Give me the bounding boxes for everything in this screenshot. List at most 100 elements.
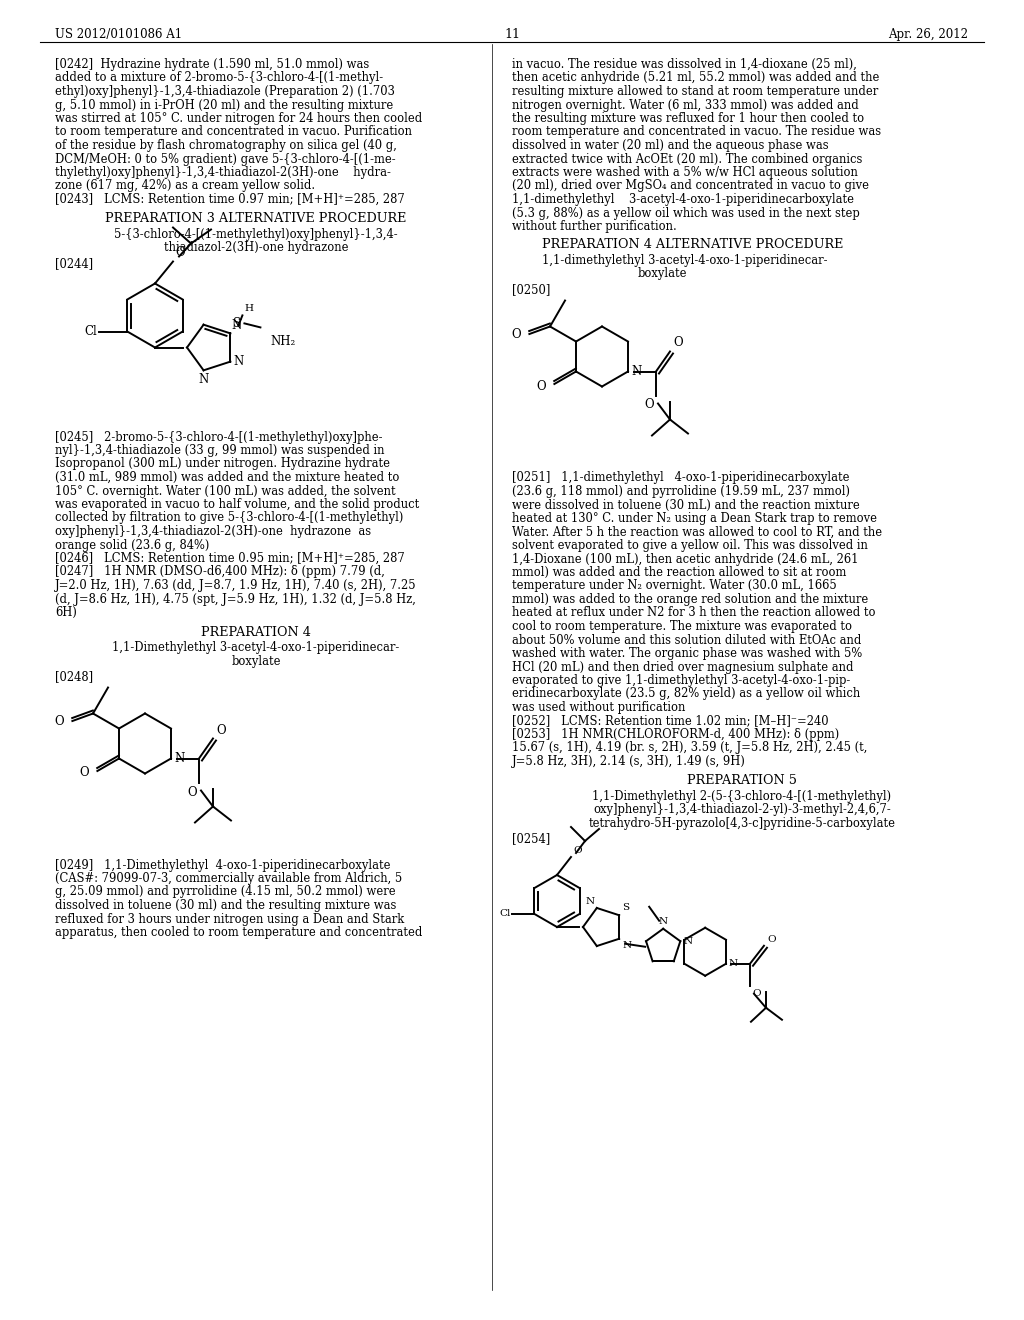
Text: PREPARATION 5: PREPARATION 5 [687,775,797,788]
Text: N: N [199,374,209,387]
Text: [0244]: [0244] [55,257,93,271]
Text: (31.0 mL, 989 mmol) was added and the mixture heated to: (31.0 mL, 989 mmol) was added and the mi… [55,471,399,484]
Text: [0242]  Hydrazine hydrate (1.590 ml, 51.0 mmol) was: [0242] Hydrazine hydrate (1.590 ml, 51.0… [55,58,370,71]
Text: Water. After 5 h the reaction was allowed to cool to RT, and the: Water. After 5 h the reaction was allowe… [512,525,882,539]
Text: thiadiazol-2(3H)-one hydrazone: thiadiazol-2(3H)-one hydrazone [164,242,348,255]
Text: S: S [233,317,242,330]
Text: US 2012/0101086 A1: US 2012/0101086 A1 [55,28,182,41]
Text: nitrogen overnight. Water (6 ml, 333 mmol) was added and: nitrogen overnight. Water (6 ml, 333 mmo… [512,99,859,111]
Text: cool to room temperature. The mixture was evaporated to: cool to room temperature. The mixture wa… [512,620,852,634]
Text: O: O [187,785,197,799]
Text: O: O [537,380,547,392]
Text: evaporated to give 1,1-dimethylethyl 3-acetyl-4-oxo-1-pip-: evaporated to give 1,1-dimethylethyl 3-a… [512,675,850,686]
Text: 15.67 (s, 1H), 4.19 (br. s, 2H), 3.59 (t, J=5.8 Hz, 2H), 2.45 (t,: 15.67 (s, 1H), 4.19 (br. s, 2H), 3.59 (t… [512,742,867,755]
Text: (CAS#: 79099-07-3, commercially available from Aldrich, 5: (CAS#: 79099-07-3, commercially availabl… [55,873,402,884]
Text: zone (617 mg, 42%) as a cream yellow solid.: zone (617 mg, 42%) as a cream yellow sol… [55,180,315,193]
Text: heated at 130° C. under N₂ using a Dean Stark trap to remove: heated at 130° C. under N₂ using a Dean … [512,512,877,525]
Text: without further purification.: without further purification. [512,220,677,234]
Text: N: N [174,752,184,766]
Text: oxy]phenyl}-1,3,4-thiadiazol-2(3H)-one  hydrazone  as: oxy]phenyl}-1,3,4-thiadiazol-2(3H)-one h… [55,525,371,539]
Text: dissolved in toluene (30 ml) and the resulting mixture was: dissolved in toluene (30 ml) and the res… [55,899,396,912]
Text: extracted twice with AcOEt (20 ml). The combined organics: extracted twice with AcOEt (20 ml). The … [512,153,862,165]
Text: J=2.0 Hz, 1H), 7.63 (dd, J=8.7, 1.9 Hz, 1H), 7.40 (s, 2H), 7.25: J=2.0 Hz, 1H), 7.63 (dd, J=8.7, 1.9 Hz, … [55,579,417,591]
Text: [0248]: [0248] [55,671,93,682]
Text: N: N [631,366,641,378]
Text: O: O [673,337,683,350]
Text: collected by filtration to give 5-{3-chloro-4-[(1-methylethyl): collected by filtration to give 5-{3-chl… [55,511,403,524]
Text: [0243]   LCMS: Retention time 0.97 min; [M+H]⁺=285, 287: [0243] LCMS: Retention time 0.97 min; [M… [55,193,404,206]
Text: g, 5.10 mmol) in i-PrOH (20 ml) and the resulting mixture: g, 5.10 mmol) in i-PrOH (20 ml) and the … [55,99,393,111]
Text: 1,4-Dioxane (100 mL), then acetic anhydride (24.6 mL, 261: 1,4-Dioxane (100 mL), then acetic anhydr… [512,553,858,565]
Text: (23.6 g, 118 mmol) and pyrrolidine (19.59 mL, 237 mmol): (23.6 g, 118 mmol) and pyrrolidine (19.5… [512,484,850,498]
Text: N: N [233,355,244,368]
Text: resulting mixture allowed to stand at room temperature under: resulting mixture allowed to stand at ro… [512,84,879,98]
Text: N: N [683,937,692,945]
Text: was used without purification: was used without purification [512,701,685,714]
Text: NH₂: NH₂ [270,335,296,348]
Text: boxylate: boxylate [231,655,281,668]
Text: 1,1-Dimethylethyl 3-acetyl-4-oxo-1-piperidinecar-: 1,1-Dimethylethyl 3-acetyl-4-oxo-1-piper… [113,642,399,653]
Text: Isopropanol (300 mL) under nitrogen. Hydrazine hydrate: Isopropanol (300 mL) under nitrogen. Hyd… [55,458,390,470]
Text: [0249]   1,1-Dimethylethyl  4-oxo-1-piperidinecarboxylate: [0249] 1,1-Dimethylethyl 4-oxo-1-piperid… [55,858,390,871]
Text: J=5.8 Hz, 3H), 2.14 (s, 3H), 1.49 (s, 9H): J=5.8 Hz, 3H), 2.14 (s, 3H), 1.49 (s, 9H… [512,755,745,768]
Text: [0251]   1,1-dimethylethyl   4-oxo-1-piperidinecarboxylate: [0251] 1,1-dimethylethyl 4-oxo-1-piperid… [512,471,850,484]
Text: 5-{3-chloro-4-[(1-methylethyl)oxy]phenyl}-1,3,4-: 5-{3-chloro-4-[(1-methylethyl)oxy]phenyl… [115,228,397,242]
Text: (20 ml), dried over MgSO₄ and concentrated in vacuo to give: (20 ml), dried over MgSO₄ and concentrat… [512,180,869,193]
Text: N: N [231,319,242,333]
Text: N: N [623,941,632,950]
Text: added to a mixture of 2-bromo-5-{3-chloro-4-[(1-methyl-: added to a mixture of 2-bromo-5-{3-chlor… [55,71,383,84]
Text: nyl}-1,3,4-thiadiazole (33 g, 99 mmol) was suspended in: nyl}-1,3,4-thiadiazole (33 g, 99 mmol) w… [55,444,384,457]
Text: Cl: Cl [85,325,97,338]
Text: [0250]: [0250] [512,282,550,296]
Text: O: O [80,767,89,780]
Text: [0247]   1H NMR (DMSO-d6,400 MHz): δ (ppm) 7.79 (d,: [0247] 1H NMR (DMSO-d6,400 MHz): δ (ppm)… [55,565,385,578]
Text: PREPARATION 4 ALTERNATIVE PROCEDURE: PREPARATION 4 ALTERNATIVE PROCEDURE [542,239,844,252]
Text: [0246]   LCMS: Retention time 0.95 min; [M+H]⁺=285, 287: [0246] LCMS: Retention time 0.95 min; [M… [55,552,404,565]
Text: O: O [175,247,184,260]
Text: g, 25.09 mmol) and pyrrolidine (4.15 ml, 50.2 mmol) were: g, 25.09 mmol) and pyrrolidine (4.15 ml,… [55,886,395,899]
Text: 6H): 6H) [55,606,77,619]
Text: the resulting mixture was refluxed for 1 hour then cooled to: the resulting mixture was refluxed for 1… [512,112,864,125]
Text: S: S [623,903,630,912]
Text: O: O [512,327,521,341]
Text: dissolved in water (20 ml) and the aqueous phase was: dissolved in water (20 ml) and the aqueo… [512,139,828,152]
Text: room temperature and concentrated in vacuo. The residue was: room temperature and concentrated in vac… [512,125,881,139]
Text: to room temperature and concentrated in vacuo. Purification: to room temperature and concentrated in … [55,125,412,139]
Text: N: N [586,898,595,906]
Text: temperature under N₂ overnight. Water (30.0 mL, 1665: temperature under N₂ overnight. Water (3… [512,579,837,593]
Text: about 50% volume and this solution diluted with EtOAc and: about 50% volume and this solution dilut… [512,634,861,647]
Text: of the residue by flash chromatography on silica gel (40 g,: of the residue by flash chromatography o… [55,139,397,152]
Text: 1,1-dimethylethyl    3-acetyl-4-oxo-1-piperidinecarboxylate: 1,1-dimethylethyl 3-acetyl-4-oxo-1-piper… [512,193,854,206]
Text: oxy]phenyl}-1,3,4-thiadiazol-2-yl)-3-methyl-2,4,6,7-: oxy]phenyl}-1,3,4-thiadiazol-2-yl)-3-met… [593,804,891,817]
Text: PREPARATION 3 ALTERNATIVE PROCEDURE: PREPARATION 3 ALTERNATIVE PROCEDURE [105,213,407,226]
Text: eridinecarboxylate (23.5 g, 82% yield) as a yellow oil which: eridinecarboxylate (23.5 g, 82% yield) a… [512,688,860,701]
Text: were dissolved in toluene (30 mL) and the reaction mixture: were dissolved in toluene (30 mL) and th… [512,499,860,511]
Text: thylethyl)oxy]phenyl}-1,3,4-thiadiazol-2(3H)-one    hydra-: thylethyl)oxy]phenyl}-1,3,4-thiadiazol-2… [55,166,391,180]
Text: apparatus, then cooled to room temperature and concentrated: apparatus, then cooled to room temperatu… [55,927,422,939]
Text: orange solid (23.6 g, 84%): orange solid (23.6 g, 84%) [55,539,209,552]
Text: extracts were washed with a 5% w/w HCl aqueous solution: extracts were washed with a 5% w/w HCl a… [512,166,858,180]
Text: 105° C. overnight. Water (100 mL) was added, the solvent: 105° C. overnight. Water (100 mL) was ad… [55,484,395,498]
Text: mmol) was added and the reaction allowed to sit at room: mmol) was added and the reaction allowed… [512,566,847,579]
Text: (d, J=8.6 Hz, 1H), 4.75 (spt, J=5.9 Hz, 1H), 1.32 (d, J=5.8 Hz,: (d, J=8.6 Hz, 1H), 4.75 (spt, J=5.9 Hz, … [55,593,416,606]
Text: 1,1-Dimethylethyl 2-(5-{3-chloro-4-[(1-methylethyl): 1,1-Dimethylethyl 2-(5-{3-chloro-4-[(1-m… [593,789,892,803]
Text: mmol) was added to the orange red solution and the mixture: mmol) was added to the orange red soluti… [512,593,868,606]
Text: refluxed for 3 hours under nitrogen using a Dean and Stark: refluxed for 3 hours under nitrogen usin… [55,912,404,925]
Text: heated at reflux under N2 for 3 h then the reaction allowed to: heated at reflux under N2 for 3 h then t… [512,606,876,619]
Text: O: O [644,399,654,412]
Text: tetrahydro-5H-pyrazolo[4,3-c]pyridine-5-carboxylate: tetrahydro-5H-pyrazolo[4,3-c]pyridine-5-… [589,817,896,830]
Text: O: O [573,846,582,855]
Text: [0245]   2-bromo-5-{3-chloro-4-[(1-methylethyl)oxy]phe-: [0245] 2-bromo-5-{3-chloro-4-[(1-methyle… [55,430,383,444]
Text: [0253]   1H NMR(CHLOROFORM-d, 400 MHz): δ (ppm): [0253] 1H NMR(CHLOROFORM-d, 400 MHz): δ … [512,729,840,741]
Text: O: O [216,723,225,737]
Text: 1,1-dimethylethyl 3-acetyl-4-oxo-1-piperidinecar-: 1,1-dimethylethyl 3-acetyl-4-oxo-1-piper… [542,253,827,267]
Text: was stirred at 105° C. under nitrogen for 24 hours then cooled: was stirred at 105° C. under nitrogen fo… [55,112,422,125]
Text: 11: 11 [504,28,520,41]
Text: washed with water. The organic phase was washed with 5%: washed with water. The organic phase was… [512,647,862,660]
Text: (5.3 g, 88%) as a yellow oil which was used in the next step: (5.3 g, 88%) as a yellow oil which was u… [512,206,860,219]
Text: N: N [729,960,738,969]
Text: [0252]   LCMS: Retention time 1.02 min; [M–H]⁻=240: [0252] LCMS: Retention time 1.02 min; [M… [512,714,828,727]
Text: DCM/MeOH: 0 to 5% gradient) gave 5-{3-chloro-4-[(1-me-: DCM/MeOH: 0 to 5% gradient) gave 5-{3-ch… [55,153,395,165]
Text: Apr. 26, 2012: Apr. 26, 2012 [888,28,968,41]
Text: solvent evaporated to give a yellow oil. This was dissolved in: solvent evaporated to give a yellow oil.… [512,539,868,552]
